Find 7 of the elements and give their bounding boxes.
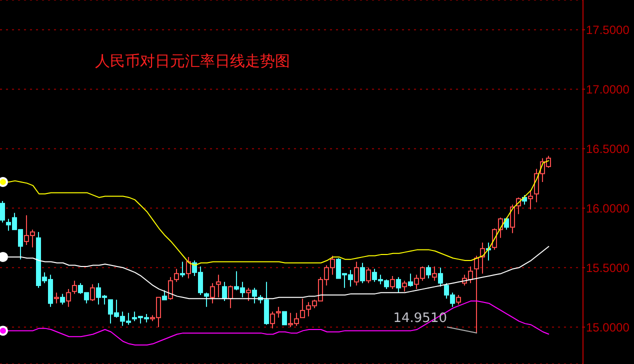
y-tick-label: 15.0000 xyxy=(586,320,630,334)
y-tick-label: 16.0000 xyxy=(586,201,630,216)
y-tick-label: 15.5000 xyxy=(586,260,630,275)
text: 人民币对日元汇率日线走势图 xyxy=(95,52,290,71)
y-tick-label: 17.5000 xyxy=(586,23,630,37)
y-tick-label: 16.5000 xyxy=(586,142,630,156)
y-tick-label: 17.0000 xyxy=(586,82,630,96)
